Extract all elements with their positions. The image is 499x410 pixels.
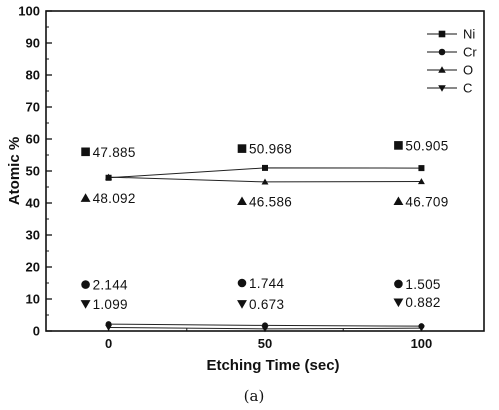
annotation-marker-o [80,193,91,202]
legend-marker-ni [438,30,446,38]
point-c [417,325,425,332]
data-label-cr: 1.744 [249,276,284,291]
annotation-marker-c [393,298,404,308]
y-tick-label: 100 [18,4,40,19]
y-tick-label: 40 [26,196,40,211]
data-label-c: 1.099 [93,297,128,312]
y-tick-label: 60 [26,132,40,147]
data-label-o: 48.092 [93,191,136,206]
point-o [417,178,425,185]
data-label-o: 46.709 [405,194,448,209]
data-label-cr: 1.505 [405,277,440,292]
y-tick-label: 70 [26,100,40,115]
x-tick-label: 50 [258,336,272,351]
data-label-o: 46.586 [249,194,292,209]
y-tick-label: 50 [26,164,40,179]
y-tick-label: 10 [26,292,40,307]
point-ni [418,165,425,172]
y-tick-label: 30 [26,228,40,243]
annotation-marker-c [80,300,91,309]
legend-marker-c [438,85,446,92]
y-tick-label: 20 [26,260,40,275]
legend-label-c: C [463,81,472,96]
y-axis-title: Atomic % [6,137,23,205]
data-label-c: 0.882 [405,295,440,310]
data-label-c: 0.673 [249,297,284,312]
data-label-ni: 50.968 [249,142,292,157]
point-o [105,173,113,180]
legend-label-o: O [463,63,473,78]
data-label-cr: 2.144 [93,278,128,293]
legend-label-ni: Ni [463,27,475,42]
x-tick-label: 100 [411,336,433,351]
annotation-marker-ni [394,141,403,150]
annotation-marker-cr [81,280,90,289]
y-tick-label: 80 [26,68,40,83]
annotation-marker-ni [237,144,247,153]
x-axis-title: Etching Time (sec) [206,357,339,374]
point-c [261,326,269,333]
y-tick-label: 0 [33,324,40,339]
point-c [105,324,113,331]
data-label-ni: 50.905 [405,138,448,153]
annotation-marker-cr [237,278,247,288]
annotation-marker-o [393,196,404,206]
point-o [261,178,269,185]
x-tick-label: 0 [105,336,112,351]
legend-marker-cr [438,48,446,56]
legend-marker-o [438,66,446,73]
annotation-marker-o [237,196,247,206]
annotation-marker-cr [394,279,403,289]
figure-caption: (a) [244,387,265,405]
data-label-ni: 47.885 [93,145,136,160]
annotation-marker-ni [81,147,90,157]
legend-label-cr: Cr [463,45,477,60]
point-ni [262,164,268,171]
annotation-marker-c [237,300,247,309]
y-tick-label: 90 [26,36,40,51]
